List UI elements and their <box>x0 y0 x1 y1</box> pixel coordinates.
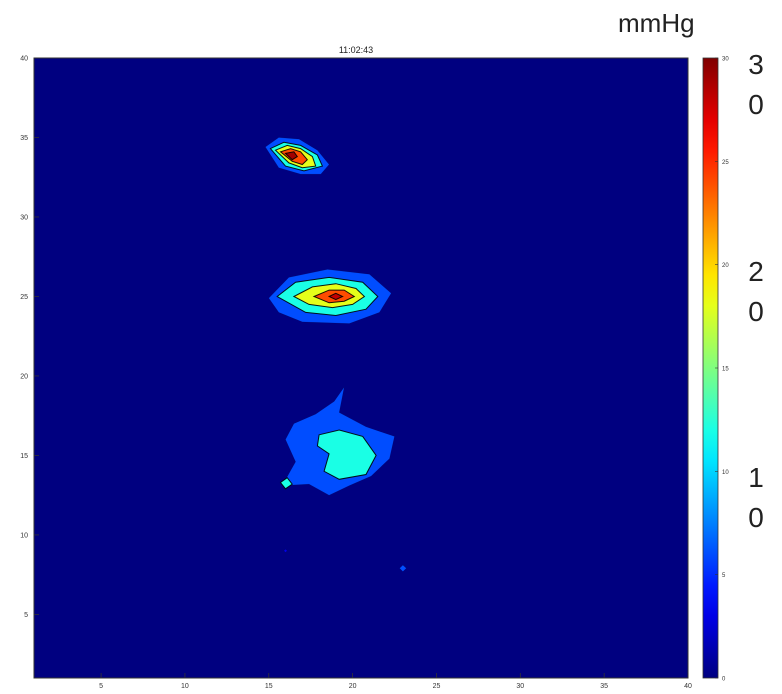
x-tick-label: 20 <box>349 683 357 689</box>
contour-level-28 <box>327 292 344 301</box>
x-tick-label: 30 <box>516 683 524 689</box>
unit-label: mmHg <box>618 8 695 38</box>
x-tick-label: 10 <box>181 683 189 689</box>
contour-level-12 <box>316 429 377 480</box>
contour-level-12 <box>279 477 293 490</box>
x-tick-label: 35 <box>600 683 608 689</box>
plot-background <box>34 58 688 678</box>
region-lower-region <box>279 386 395 496</box>
y-tick-label: 20 <box>20 373 28 380</box>
contour-level-29 <box>284 151 299 161</box>
colorbar-tick-label: 5 <box>722 573 726 579</box>
colorbar-tick-label: 10 <box>722 470 729 476</box>
chart-title: 11:02:43 <box>339 45 373 55</box>
y-tick-label: 30 <box>20 214 28 221</box>
x-tick-label: 25 <box>433 683 441 689</box>
axes: 5 10 15 20 25 30 35 40 5 10 15 20 25 30 35 40 <box>20 56 692 691</box>
region-small-spot-a <box>399 564 407 572</box>
colorbar-tick-label: 20 <box>722 263 729 269</box>
plot-area <box>34 58 688 678</box>
region-middle-hotspot <box>268 269 392 324</box>
contour-level-3 <box>283 548 288 553</box>
colorbar-value-digit: 0 <box>748 295 764 327</box>
y-tick-label: 25 <box>20 294 28 301</box>
region-small-spot-b <box>283 548 288 553</box>
y-tick-label: 35 <box>20 135 28 142</box>
colorbar: 0 5 10 15 20 25 30 <box>702 57 729 683</box>
x-tick-label: 5 <box>99 683 103 689</box>
x-tick-label: 40 <box>684 683 692 689</box>
y-tick-label: 5 <box>24 612 28 619</box>
region-upper-hotspot <box>265 137 330 175</box>
colorbar-tick-label: 25 <box>722 160 729 166</box>
plot-frame <box>33 57 689 679</box>
contour-level-6 <box>399 564 407 572</box>
colorbar-value-digit: 1 <box>748 462 764 494</box>
colorbar-value-digit: 0 <box>748 502 764 534</box>
colorbar-tick-label: 30 <box>722 57 729 63</box>
x-tick-label: 15 <box>265 683 273 689</box>
y-tick-label: 15 <box>20 453 28 460</box>
colorbar-value-digit: 0 <box>748 89 764 120</box>
y-tick-label: 10 <box>20 532 28 539</box>
colorbar-tick-label: 0 <box>722 677 726 683</box>
colorbar-value-digit: 3 <box>748 49 764 80</box>
colorbar-value-digit: 2 <box>748 255 764 287</box>
y-tick-label: 40 <box>20 56 28 63</box>
colorbar-tick-label: 15 <box>722 367 729 373</box>
